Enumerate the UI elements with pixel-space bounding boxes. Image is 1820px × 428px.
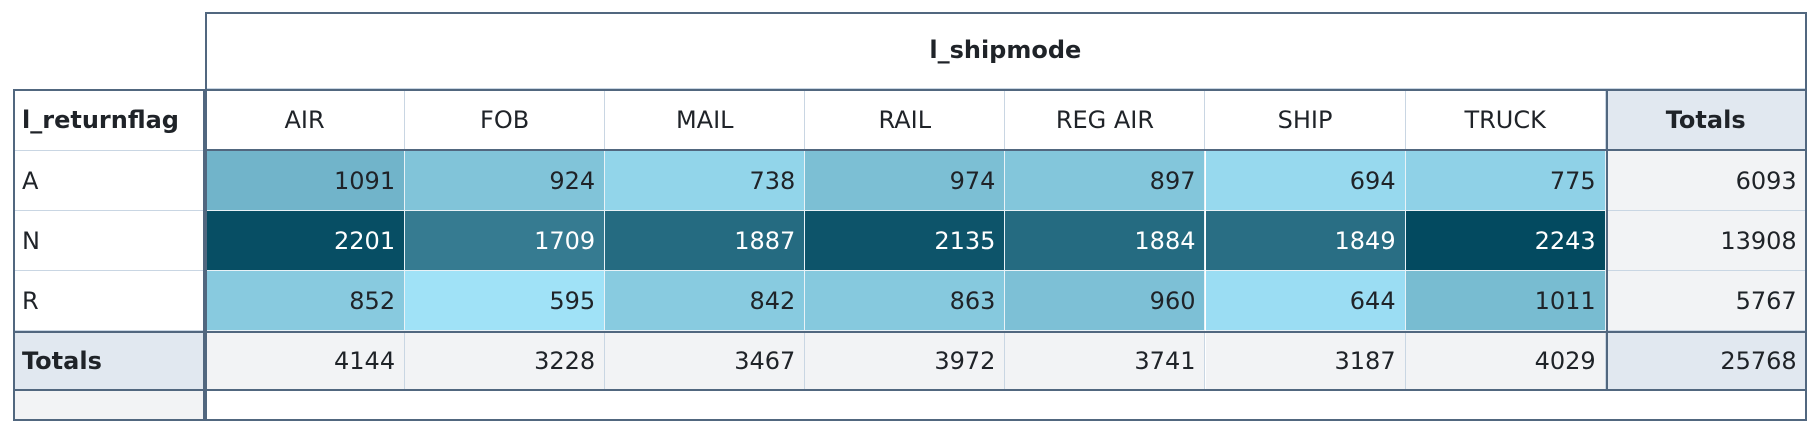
heat-cell: 960: [1005, 271, 1206, 331]
heat-cell: 2201: [205, 211, 406, 271]
empty-cell: [13, 391, 205, 421]
heat-cell: 738: [605, 151, 806, 211]
column-header: TRUCK: [1405, 89, 1606, 151]
column-header: FOB: [405, 89, 606, 151]
heat-cell: 2135: [805, 211, 1006, 271]
row-label: R: [13, 271, 205, 331]
column-header: REG AIR: [1005, 89, 1206, 151]
heat-cell: 595: [405, 271, 606, 331]
totals-label: Totals: [13, 331, 205, 391]
column-header: AIR: [205, 89, 406, 151]
row-label: A: [13, 151, 205, 211]
column-total: 3467: [605, 331, 806, 391]
grand-total: 25768: [1605, 331, 1807, 391]
heat-cell: 852: [205, 271, 406, 331]
heat-cell: 1011: [1405, 271, 1606, 331]
row-total: 6093: [1605, 151, 1807, 211]
column-header: MAIL: [605, 89, 806, 151]
heat-cell: 1709: [405, 211, 606, 271]
empty-cell: [205, 391, 1807, 421]
heat-cell: 897: [1005, 151, 1206, 211]
heat-cell: 1887: [605, 211, 806, 271]
row-header: l_returnflag: [13, 89, 205, 151]
row-total: 13908: [1605, 211, 1807, 271]
totals-header: Totals: [1605, 89, 1807, 151]
column-header: SHIP: [1205, 89, 1406, 151]
column-total: 3228: [405, 331, 606, 391]
column-total: 4029: [1405, 331, 1606, 391]
heat-cell: 2243: [1405, 211, 1606, 271]
column-total: 3741: [1005, 331, 1206, 391]
row-label: N: [13, 211, 205, 271]
heat-cell: 1884: [1005, 211, 1206, 271]
heat-cell: 644: [1205, 271, 1406, 331]
row-total: 5767: [1605, 271, 1807, 331]
heat-cell: 1849: [1205, 211, 1406, 271]
column-total: 3972: [805, 331, 1006, 391]
heat-cell: 924: [405, 151, 606, 211]
heat-cell: 1091: [205, 151, 406, 211]
column-header: RAIL: [805, 89, 1006, 151]
heat-cell: 863: [805, 271, 1006, 331]
column-total: 4144: [205, 331, 406, 391]
column-total: 3187: [1205, 331, 1406, 391]
heat-cell: 974: [805, 151, 1006, 211]
column-group-title: l_shipmode: [205, 12, 1807, 89]
heat-cell: 775: [1405, 151, 1606, 211]
heat-cell: 842: [605, 271, 806, 331]
heat-cell: 694: [1205, 151, 1406, 211]
